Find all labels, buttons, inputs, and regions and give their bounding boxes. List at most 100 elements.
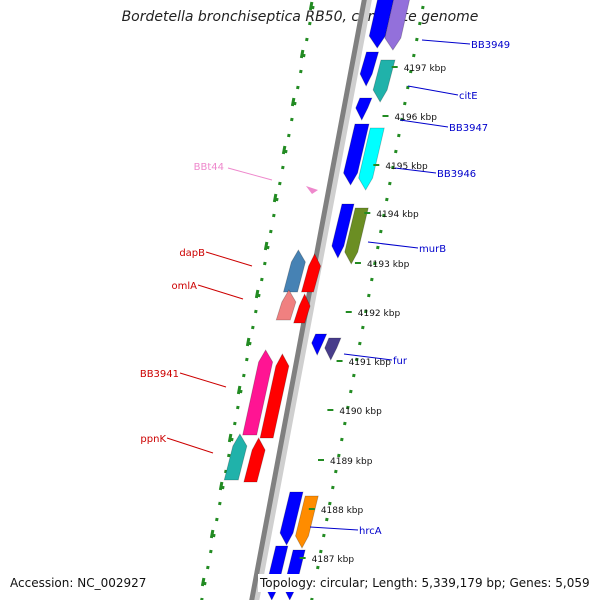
ring-dot [340, 437, 344, 442]
ring-dot [311, 5, 315, 10]
ring-dot [370, 277, 374, 282]
accession-text: Accession: NC_002927 [8, 574, 149, 592]
ring-dot [373, 261, 377, 266]
ring-dot [328, 501, 332, 506]
ring-dot [215, 517, 219, 522]
gene-label-left: ppnK [140, 434, 166, 445]
ring-dot [364, 309, 368, 314]
ring-dot [224, 469, 228, 474]
label-leader [343, 353, 393, 361]
ring-dot [260, 277, 264, 282]
label-leader [399, 119, 449, 128]
ring-dot [230, 437, 234, 442]
ring-dot [293, 101, 297, 106]
kbp-label: 4197 kbp [404, 64, 447, 74]
gene-label-right: hrcA [359, 526, 382, 537]
unnamed-gene-arrow [311, 333, 328, 356]
ring-dot [206, 565, 210, 570]
ring-dot [415, 37, 419, 42]
ring-dot [394, 149, 398, 154]
ring-dot [388, 181, 392, 186]
ring-dot [203, 581, 207, 586]
ring-dot [302, 53, 306, 58]
ring-dot [218, 501, 222, 506]
gene-label-right: BB3947 [449, 123, 488, 134]
kbp-label: 4193 kbp [367, 260, 410, 270]
ring-dot [358, 341, 362, 346]
kbp-ticks: 4197 kbp 4196 kbp 4195 kbp 4194 kbp 4193 kbp… [299, 64, 447, 565]
kbp-label: 4190 kbp [339, 407, 382, 417]
ring-dash [218, 481, 224, 491]
unnamed-gene-arrow [300, 253, 322, 293]
ring-dot [403, 101, 407, 106]
kbp-label: 4187 kbp [312, 555, 355, 565]
gene-label-left: omlA [172, 281, 198, 292]
kbp-label: 4191 kbp [349, 358, 392, 368]
ring-dot [269, 229, 273, 234]
ring-dot [343, 421, 347, 426]
ring-dot [409, 69, 413, 74]
ring-dot [367, 293, 371, 298]
ring-dot [325, 517, 329, 522]
label-leader [227, 167, 273, 181]
backbone-shadow [250, 0, 372, 600]
gene-label-left: BB3941 [140, 369, 179, 380]
fur-gene-arrow [324, 337, 342, 361]
label-leader [394, 167, 437, 174]
ring-dot [412, 53, 416, 58]
ring-dot [266, 245, 270, 250]
ring-dot [391, 165, 395, 170]
ring-dot [379, 229, 383, 234]
bb3947-gene-arrow [343, 123, 370, 186]
unnamed-gene-arrow [293, 293, 311, 324]
ring-dot [421, 5, 425, 10]
kbp-label: 4188 kbp [321, 506, 364, 516]
kbp-label: 4192 kbp [358, 309, 401, 319]
ring-dot [281, 165, 285, 170]
ring-dot [397, 133, 401, 138]
gene-labels: BB3949 citE BB3947 BB3946 murB fur hrcA dapB oml… [140, 39, 510, 537]
rna-label: BBt44 [194, 162, 224, 173]
unnamed-gene-arrow [355, 97, 373, 121]
kbp-label: 4195 kbp [385, 162, 428, 172]
gene-label-left: dapB [179, 248, 205, 259]
ring-dot [275, 197, 279, 202]
genome-backbone [249, 0, 367, 600]
ring-dash [209, 529, 215, 539]
ring-dash [281, 145, 287, 155]
ring-dot [233, 421, 237, 426]
gene-label-right: BB3949 [471, 40, 510, 51]
ring-dot [263, 261, 267, 266]
unnamed-gene-arrow [331, 203, 355, 259]
ring-dot [331, 485, 335, 490]
ring-dot [257, 293, 261, 298]
ring-dot [290, 117, 294, 122]
ring-dot [355, 357, 359, 362]
label-leader [166, 437, 214, 454]
ring-dot [251, 325, 255, 330]
ring-dot [209, 549, 213, 554]
unnamed-gene-arrow [243, 437, 266, 483]
outer-tick-ring [200, 1, 315, 600]
label-leader [205, 251, 253, 267]
ring-dot [385, 197, 389, 202]
label-leader [421, 39, 471, 45]
ring-dash [308, 1, 314, 11]
ppnk-gene-arrow [223, 433, 248, 481]
ring-dot [376, 245, 380, 250]
label-leader [407, 85, 459, 96]
ring-dot [316, 565, 320, 570]
label-leader [309, 526, 359, 531]
kbp-label: 4196 kbp [395, 113, 438, 123]
ring-dot [349, 389, 353, 394]
ring-dash [200, 577, 206, 587]
ring-dot [418, 21, 422, 26]
gene-label-right: citE [459, 91, 478, 102]
ring-dash [245, 337, 251, 347]
ring-dot [212, 533, 216, 538]
ring-dash [290, 97, 296, 107]
ring-dot [272, 213, 276, 218]
ring-dash [227, 433, 233, 443]
ring-dot [287, 133, 291, 138]
bbt44-rna-marker [306, 186, 318, 194]
